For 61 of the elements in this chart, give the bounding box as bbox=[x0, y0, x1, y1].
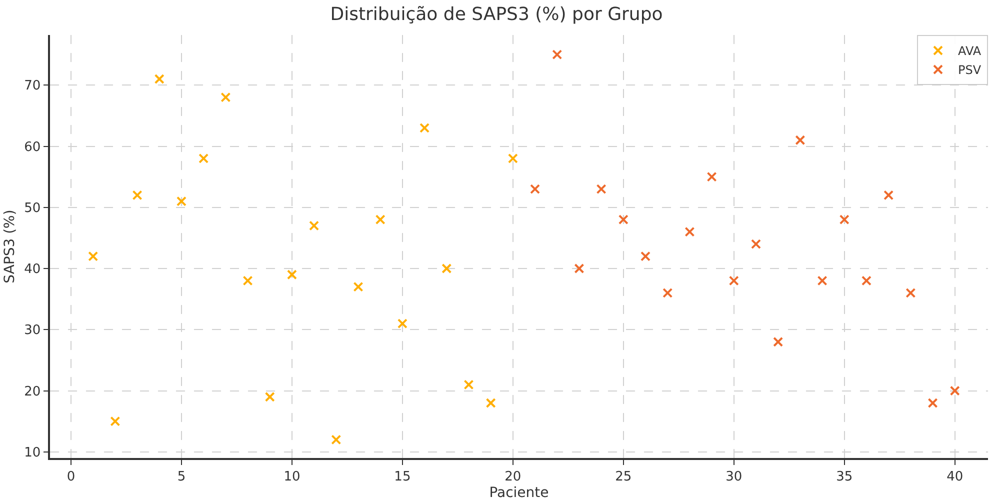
y-tick-label: 40 bbox=[24, 262, 41, 278]
chart-title: Distribuição de SAPS3 (%) por Grupo bbox=[330, 4, 663, 26]
point bbox=[618, 214, 628, 225]
point bbox=[884, 190, 894, 200]
y-tick-label: 20 bbox=[24, 384, 41, 400]
point bbox=[132, 190, 142, 200]
point bbox=[773, 336, 784, 347]
y-tick-label: 50 bbox=[24, 200, 41, 216]
x-tick-label: 20 bbox=[504, 469, 522, 484]
y-tick-label: 30 bbox=[24, 323, 41, 338]
point bbox=[442, 264, 452, 274]
y-tick-label: 10 bbox=[24, 445, 41, 460]
y-tick-label: 60 bbox=[24, 140, 41, 155]
x-tick-label: 0 bbox=[66, 469, 76, 484]
x-tick-label: 5 bbox=[177, 469, 186, 484]
point bbox=[198, 153, 209, 164]
point bbox=[154, 74, 164, 84]
point bbox=[640, 251, 650, 262]
point bbox=[839, 214, 850, 225]
point bbox=[486, 398, 496, 408]
x-tick-label: 35 bbox=[836, 469, 853, 484]
x-axis-title: Paciente bbox=[489, 485, 549, 502]
point bbox=[684, 226, 695, 237]
x-tick-label: 10 bbox=[284, 469, 300, 484]
point bbox=[420, 122, 430, 133]
point bbox=[928, 398, 938, 408]
x-tick-label: 15 bbox=[394, 469, 411, 484]
point bbox=[88, 251, 98, 262]
point bbox=[530, 184, 540, 194]
point bbox=[353, 282, 364, 292]
point bbox=[950, 386, 960, 396]
point bbox=[574, 264, 584, 274]
x-tick-label: 40 bbox=[946, 469, 964, 484]
y-axis-title: SAPS3 (%) bbox=[2, 210, 18, 284]
y-tick-label: 70 bbox=[24, 78, 41, 94]
point bbox=[242, 276, 253, 286]
point bbox=[728, 276, 739, 286]
point bbox=[552, 50, 562, 60]
point bbox=[662, 288, 673, 298]
point bbox=[309, 220, 320, 231]
point bbox=[596, 184, 606, 194]
point bbox=[176, 196, 186, 206]
point bbox=[750, 239, 761, 250]
point bbox=[397, 318, 408, 329]
point bbox=[508, 153, 518, 164]
point bbox=[331, 434, 342, 445]
legend-label: PSV bbox=[958, 63, 982, 78]
point bbox=[906, 288, 916, 298]
point bbox=[286, 270, 297, 280]
point bbox=[861, 276, 872, 286]
point bbox=[375, 214, 386, 225]
point bbox=[264, 392, 275, 402]
point bbox=[795, 135, 806, 146]
point bbox=[706, 172, 717, 182]
point bbox=[110, 416, 120, 426]
point bbox=[464, 380, 474, 390]
legend-label: AVA bbox=[958, 44, 982, 58]
x-tick-label: 30 bbox=[726, 469, 742, 484]
point bbox=[817, 276, 828, 286]
point bbox=[220, 92, 231, 102]
x-tick-label: 25 bbox=[615, 469, 632, 484]
